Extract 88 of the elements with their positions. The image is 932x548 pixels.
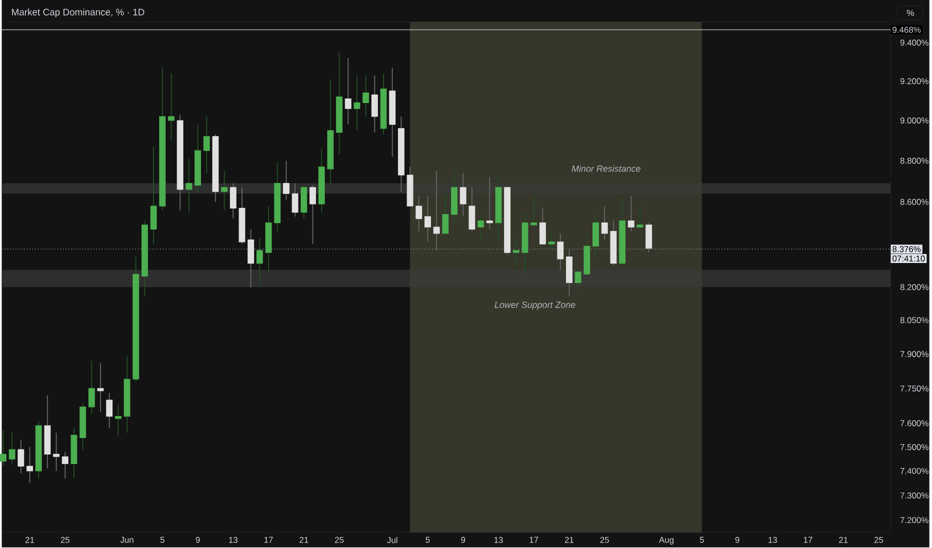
y-tick-label: 7.300% (900, 492, 928, 499)
band-label: Lower Support Zone (494, 302, 576, 310)
x-tick-label: 25 (874, 536, 884, 543)
x-tick-label: 9 (196, 536, 200, 543)
x-tick-label: 21 (564, 536, 574, 543)
ref-line-label: 9.468% (892, 26, 921, 33)
x-tick-label: 13 (494, 536, 503, 543)
x-tick-label: 21 (839, 536, 848, 543)
y-tick-label: 9.200% (900, 78, 928, 84)
candlestick (292, 182, 298, 218)
candlestick (442, 193, 449, 236)
x-tick-label: Jul (387, 537, 398, 544)
x-tick-label: 25 (334, 536, 344, 543)
candlestick (468, 186, 476, 232)
candlestick (26, 446, 33, 484)
candlestick (486, 176, 493, 230)
y-tick-label: 7.200% (900, 517, 928, 524)
candlestick (53, 432, 60, 472)
candlestick (592, 212, 599, 260)
candlestick (424, 195, 431, 242)
y-tick-label: 8.600% (900, 198, 928, 205)
x-tick-label: 17 (264, 537, 273, 543)
candlestick (557, 232, 564, 270)
candlestick (628, 195, 634, 232)
candlestick (150, 146, 157, 245)
candlestick (97, 362, 104, 412)
x-tick-label: 5 (426, 537, 430, 543)
text: 07:41:10 (892, 256, 925, 262)
candlestick (362, 74, 370, 118)
candlestick (539, 208, 546, 245)
candlestick (186, 158, 192, 213)
x-tick-label: 5 (700, 537, 704, 543)
candlestick (18, 440, 24, 474)
candlestick (478, 214, 484, 240)
candlestick (636, 204, 644, 230)
y-tick-label: 9.000% (900, 118, 928, 124)
x-tick-label: 21 (25, 536, 34, 543)
x-tick-label: Aug (658, 537, 674, 545)
candlestick (548, 232, 555, 249)
x-tick-label: 21 (300, 536, 308, 543)
x-tick-label: 17 (530, 537, 538, 543)
candlestick (371, 74, 378, 134)
candlestick (354, 74, 360, 132)
x-tick-label: 9 (461, 536, 466, 543)
candlestick (221, 170, 228, 211)
candlestick (8, 432, 16, 464)
band-label: Minor Resistance (572, 165, 640, 172)
candlestick (248, 228, 254, 288)
candlestick (416, 195, 422, 232)
y-tick-label: 8.050% (900, 317, 928, 324)
y-tick-label: 7.750% (900, 386, 928, 392)
candlestick (168, 72, 174, 142)
x-tick-label: 9 (735, 536, 740, 543)
candlestick (310, 184, 316, 245)
x-tick-label: 13 (229, 536, 238, 543)
candlestick (530, 195, 538, 228)
x-tick-label: 25 (600, 536, 609, 543)
candlestick (512, 237, 520, 268)
candlestick (460, 172, 466, 218)
candlestick (574, 269, 582, 290)
x-tick-label: 25 (60, 536, 70, 543)
chart-title: Market Cap Dominance, % · 1D (12, 8, 144, 18)
candlestick (283, 160, 290, 200)
candlestick (601, 206, 608, 240)
candlestick (646, 222, 652, 254)
x-tick-label: Jun (120, 537, 134, 543)
y-tick-label: 7.500% (900, 444, 928, 450)
y-tick-label: 8.200% (900, 284, 928, 290)
candlestick (0, 430, 6, 467)
candlestick (433, 170, 440, 251)
candlestick (344, 58, 352, 126)
candlestick (106, 392, 113, 429)
x-tick-label: 5 (160, 537, 164, 543)
candlestick (114, 404, 122, 436)
ref-line-label: 8.376% (892, 246, 921, 252)
candlestick (203, 116, 210, 174)
y-tick-label: 7.600% (900, 420, 928, 426)
candlestick (62, 451, 68, 479)
y-tick-label: 8.800% (900, 158, 928, 164)
x-tick-label: 17 (804, 537, 812, 543)
y-tick-label: 7.900% (900, 351, 928, 358)
candlestick (230, 182, 236, 220)
candlestick (256, 237, 263, 286)
x-tick-label: 13 (768, 536, 777, 543)
candlestick (88, 360, 95, 415)
y-tick-label: 9.400% (900, 40, 928, 46)
y-tick-label: 7.400% (900, 468, 928, 474)
y-axis-title: % (906, 10, 914, 16)
